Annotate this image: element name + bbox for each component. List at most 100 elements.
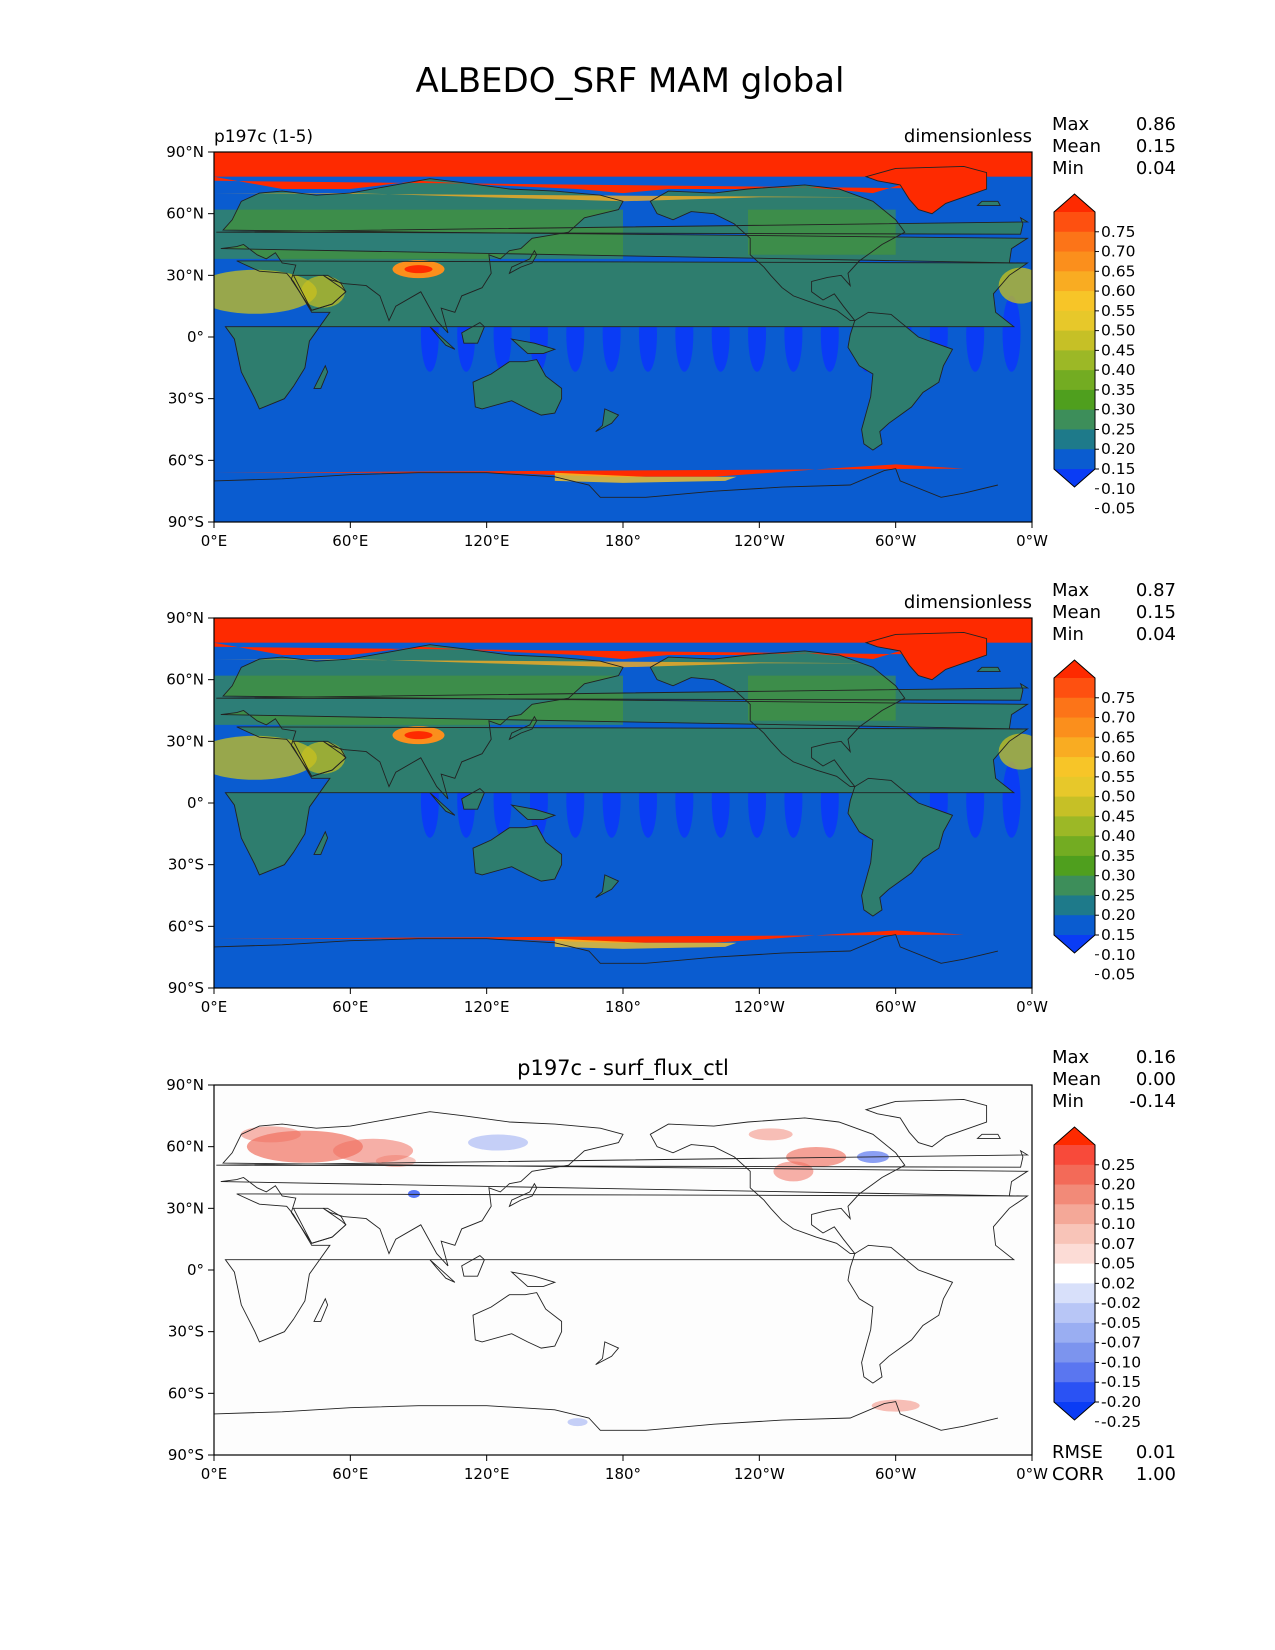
colorbar-segment [1054, 449, 1095, 470]
y-tick-label: 60°S [168, 917, 204, 935]
coastline-antarctica [214, 934, 999, 964]
arctic-ice-edge [214, 638, 987, 660]
land-borneo [461, 322, 485, 344]
colorbar-tick-label: 0.75 [1101, 223, 1136, 241]
coastline-uk [216, 682, 1030, 701]
y-tick-label: 60°S [168, 451, 204, 469]
coastline-antarctica [214, 468, 999, 498]
stat-value-mean: 0.15 [1136, 136, 1176, 157]
colorbar-tick-label: 0.25 [1101, 886, 1136, 904]
coastline-samerica [847, 777, 954, 917]
y-tick-label: 0° [187, 794, 204, 812]
colorbar-segment [1054, 1164, 1095, 1186]
snow-transition-band [214, 655, 873, 668]
land-newguinea [511, 805, 555, 820]
colorbar-segment [1054, 737, 1095, 758]
land-iceland [977, 201, 1001, 206]
colorbar-segment [1054, 291, 1095, 312]
colorbar-tick-label: -0.10 [1101, 1353, 1141, 1371]
x-tick-label: 120°W [734, 532, 785, 550]
colorbar-segment [1054, 231, 1095, 253]
land-samerica [848, 312, 953, 451]
snow-transition-band [214, 189, 873, 202]
panel-left-title: p197c (1-5) [214, 127, 313, 147]
colorbar-segment [1054, 389, 1095, 411]
land-iceland [977, 667, 1001, 672]
coastline-arabia [292, 740, 347, 777]
panel-center-title: p197c - surf_flux_ctl [517, 1056, 729, 1081]
land-vegetation-band [214, 209, 623, 259]
colorbar-segment [1054, 271, 1095, 292]
colorbar-extend-max [1054, 194, 1095, 212]
colorbar-tick-label: 0.02 [1101, 1274, 1136, 1292]
coastline-japan [508, 249, 538, 275]
x-tick-label: 0°E [201, 998, 228, 1016]
coastline-africa [224, 726, 1029, 876]
colorbar-segment [1054, 429, 1095, 450]
stat-label-mean: Mean [1052, 602, 1101, 623]
colorbar-tick-label: 0.25 [1101, 1156, 1136, 1174]
coastline-japan [508, 715, 538, 741]
land-australia [473, 825, 562, 882]
stat-label-mean: Mean [1052, 1069, 1101, 1090]
colorbar-segment [1054, 251, 1095, 272]
colorbar-tick-label: 0.55 [1101, 302, 1136, 320]
x-tick-label: 0°W [1016, 532, 1048, 550]
colorbar-tick-label: -0.07 [1101, 1334, 1141, 1352]
colorbar-tick-label: 0.20 [1101, 906, 1136, 924]
y-tick-label: 90°N [166, 1076, 204, 1094]
coastline-greenland [864, 631, 988, 681]
colorbar-tick-label: 0.10 [1101, 480, 1136, 498]
y-tick-label: 60°N [166, 671, 204, 689]
y-tick-label: 0° [187, 328, 204, 346]
colorbar-tick-label: -0.20 [1101, 1393, 1141, 1411]
colorbar-tick-label: 0.50 [1101, 788, 1136, 806]
stat-label-max: Max [1052, 114, 1090, 135]
arabia-high-albedo [301, 741, 346, 774]
colorbar-segment [1054, 1303, 1095, 1324]
colorbar-tick-label: 0.35 [1101, 381, 1136, 399]
coastline-sumatra [429, 792, 456, 816]
colorbar-tick-label: 0.75 [1101, 689, 1136, 707]
coastline-iceland [976, 1133, 1001, 1139]
stat-label-mean: Mean [1052, 136, 1101, 157]
colorbar-tick-label: 0.30 [1101, 867, 1136, 885]
difference-anomaly [333, 1138, 414, 1163]
x-tick-label: 180° [605, 532, 641, 550]
stat-label-min: Min [1052, 1091, 1084, 1112]
x-tick-label: 120°W [734, 998, 785, 1016]
x-tick-label: 60°E [332, 998, 368, 1016]
land-borneo [461, 788, 485, 810]
map-field [213, 151, 1033, 523]
map-field [213, 617, 1033, 989]
x-tick-label: 60°E [332, 1465, 368, 1483]
map-panel-3: 0°E 60°E 120°E 180° 120°W 60°W 0°W 90°N 60°N 30°N… [166, 1047, 1176, 1485]
coastline-iceland [976, 666, 1001, 672]
x-tick-label: 120°E [464, 532, 510, 550]
coastline-madagascar [313, 364, 329, 389]
coastline-madagascar [313, 830, 329, 855]
colorbar-extend-min [1054, 1402, 1095, 1420]
map-panel-1: 0°E 60°E 120°E 180° 120°W 60°W 0°W 90°N 60°N 30°N… [166, 114, 1176, 550]
x-tick-label: 0°W [1016, 998, 1048, 1016]
colorbar: 0.75 0.700.65 0.60 0.55 0.500.45 0.40 0.35 0.30… [1053, 193, 1136, 518]
colorbar-tick-label: 0.55 [1101, 768, 1136, 786]
map-panel-2: 0°E 60°E 120°E 180° 120°W 60°W 0°W 90°N 60°N 30°N… [166, 580, 1176, 1016]
colorbar-tick-label: 0.45 [1101, 341, 1136, 359]
colorbar-segment [1054, 697, 1095, 719]
antarctic-sea-ice-band [554, 472, 737, 483]
land-samerica [848, 778, 953, 917]
coastline-eurasia [220, 178, 1030, 334]
difference-anomaly [748, 1128, 793, 1141]
y-tick-label: 30°S [168, 856, 204, 874]
x-tick-label: 0°W [1016, 1465, 1048, 1483]
coastline-antarctica [214, 1401, 999, 1431]
x-tick-label: 0°E [201, 532, 228, 550]
coastline-australia [472, 825, 563, 882]
figure-title: ALBEDO_SRF MAM global [416, 61, 845, 101]
colorbar-tick-label: 0.60 [1101, 282, 1136, 300]
colorbar: 0.25 0.200.15 0.10 0.07 0.050.02 -0.02 -0.05 -0… [1053, 1126, 1141, 1431]
stat-label-corr: CORR [1052, 1464, 1104, 1485]
colorbar-tick-label: 0.07 [1101, 1235, 1136, 1253]
coastline-newguinea [510, 804, 557, 820]
